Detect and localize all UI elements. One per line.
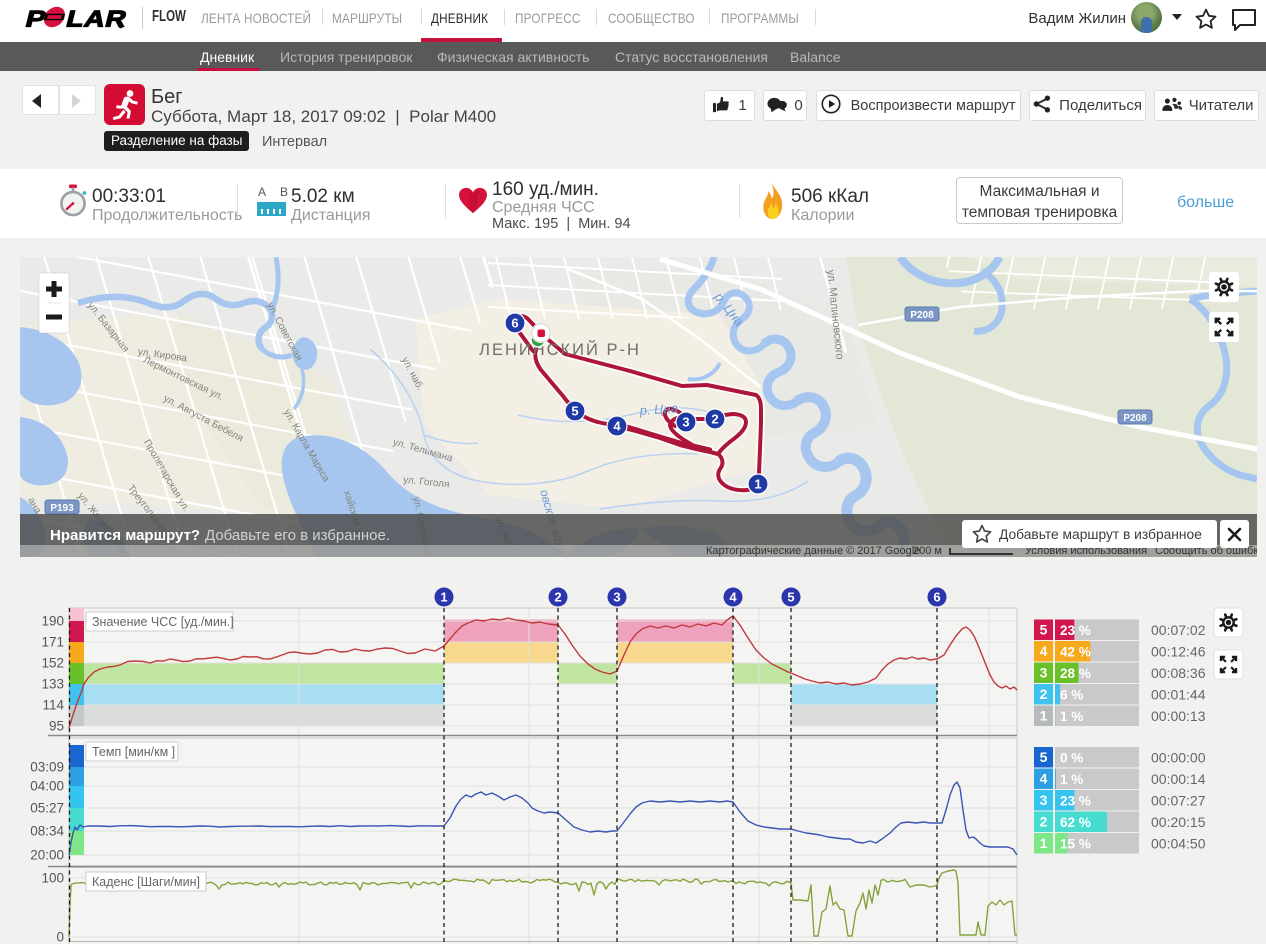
svg-text:6 %: 6 % <box>1060 688 1083 703</box>
svg-text:00:00:00: 00:00:00 <box>1151 750 1206 766</box>
svg-text:1: 1 <box>1040 708 1048 724</box>
svg-text:152: 152 <box>41 656 64 671</box>
svg-text:42 %: 42 % <box>1060 645 1091 660</box>
svg-text:5: 5 <box>787 590 794 605</box>
svg-text:5: 5 <box>571 404 578 419</box>
svg-text:1: 1 <box>1040 835 1048 851</box>
svg-text:1: 1 <box>754 477 761 492</box>
svg-text:100: 100 <box>41 871 64 886</box>
svg-text:3: 3 <box>1040 792 1048 808</box>
svg-text:171: 171 <box>41 635 64 650</box>
svg-text:2: 2 <box>1040 686 1048 702</box>
svg-text:Нравится маршрут?: Нравится маршрут? <box>50 527 200 544</box>
svg-text:3: 3 <box>682 415 689 430</box>
svg-text:Р208: Р208 <box>910 310 934 321</box>
svg-text:р. Цна: р. Цна <box>638 400 678 418</box>
svg-text:Каденс [Шаги/мин]: Каденс [Шаги/мин] <box>92 875 200 889</box>
svg-text:4: 4 <box>1040 771 1048 787</box>
svg-text:6: 6 <box>933 590 940 605</box>
svg-text:15 %: 15 % <box>1060 837 1091 852</box>
svg-text:ЛЕНИНСКИЙ Р-Н: ЛЕНИНСКИЙ Р-Н <box>479 340 641 359</box>
svg-text:4: 4 <box>1040 643 1048 659</box>
svg-text:20:00: 20:00 <box>30 848 64 863</box>
svg-text:08:34: 08:34 <box>30 824 64 839</box>
svg-text:Значение ЧСС [уд./мин.]: Значение ЧСС [уд./мин.] <box>92 615 234 629</box>
svg-text:200 м: 200 м <box>913 545 942 557</box>
svg-text:62 %: 62 % <box>1060 815 1091 830</box>
svg-text:3: 3 <box>613 590 620 605</box>
svg-text:1 %: 1 % <box>1060 772 1083 787</box>
svg-text:0 %: 0 % <box>1060 751 1083 766</box>
svg-text:1 %: 1 % <box>1060 709 1083 724</box>
svg-text:23 %: 23 % <box>1060 623 1091 638</box>
svg-text:28 %: 28 % <box>1060 666 1091 681</box>
svg-text:2: 2 <box>711 412 718 427</box>
svg-text:Добавьте его в избранное.: Добавьте его в избранное. <box>205 527 390 544</box>
svg-text:00:01:44: 00:01:44 <box>1151 687 1206 703</box>
svg-text:Р208: Р208 <box>1123 413 1147 424</box>
svg-text:00:00:14: 00:00:14 <box>1151 771 1206 787</box>
svg-text:114: 114 <box>42 698 64 713</box>
svg-text:133: 133 <box>41 677 64 692</box>
svg-text:00:07:02: 00:07:02 <box>1151 622 1206 638</box>
svg-text:23 %: 23 % <box>1060 794 1091 809</box>
svg-text:1: 1 <box>440 590 447 605</box>
svg-text:Темп [мин/км ]: Темп [мин/км ] <box>92 745 175 759</box>
svg-text:Р193: Р193 <box>50 503 74 514</box>
svg-text:95: 95 <box>49 719 64 734</box>
svg-text:00:07:27: 00:07:27 <box>1151 793 1206 809</box>
svg-text:5: 5 <box>1040 749 1048 765</box>
svg-text:5: 5 <box>1040 622 1048 638</box>
svg-text:00:08:36: 00:08:36 <box>1151 665 1206 681</box>
svg-text:6: 6 <box>511 316 518 331</box>
svg-text:2: 2 <box>1040 814 1048 830</box>
svg-text:2: 2 <box>554 590 561 605</box>
svg-text:4: 4 <box>613 419 621 434</box>
svg-text:LAR: LAR <box>64 7 130 30</box>
svg-text:3: 3 <box>1040 665 1048 681</box>
svg-text:00:20:15: 00:20:15 <box>1151 814 1206 830</box>
svg-text:00:12:46: 00:12:46 <box>1151 644 1206 660</box>
svg-text:ул. Гоголя: ул. Гоголя <box>403 475 450 491</box>
svg-text:03:09: 03:09 <box>30 760 64 775</box>
svg-text:190: 190 <box>41 614 64 629</box>
svg-text:04:00: 04:00 <box>30 779 64 794</box>
svg-text:4: 4 <box>729 590 737 605</box>
svg-text:05:27: 05:27 <box>30 801 64 816</box>
svg-text:00:00:13: 00:00:13 <box>1151 708 1206 724</box>
svg-text:Добавьте маршрут в избранное: Добавьте маршрут в избранное <box>999 527 1202 542</box>
svg-text:00:04:50: 00:04:50 <box>1151 836 1206 852</box>
svg-text:0: 0 <box>56 930 64 944</box>
svg-text:Картографические данные © 2017: Картографические данные © 2017 Google <box>706 545 920 557</box>
